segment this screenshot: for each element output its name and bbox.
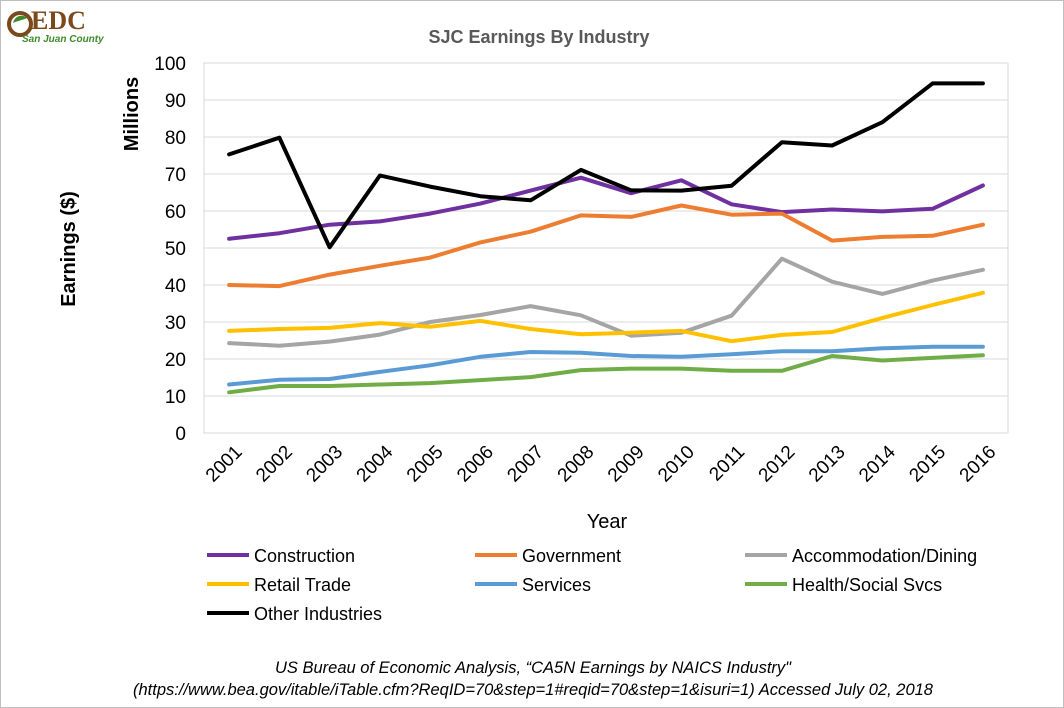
x-axis-ticks: 2001 2002 2003 2004 2005 2006 2007 2008 2009 2010… — [202, 441, 1000, 486]
x-tick-label: 2016 — [956, 442, 1001, 487]
source-line-2: (https://www.bea.gov/itable/iTable.cfm?R… — [133, 681, 933, 699]
x-tick-label: 2015 — [905, 442, 950, 487]
series-line-construction — [227, 175, 985, 241]
series-lines — [227, 81, 985, 395]
y-tick-label: 60 — [165, 202, 186, 223]
legend-label: Government — [522, 546, 621, 566]
leaf-logo-icon — [7, 11, 33, 37]
legend-label: Health/Social Svcs — [792, 575, 942, 595]
logo-text: EDC — [31, 6, 86, 35]
x-axis-title: Year — [587, 511, 628, 533]
series-line-services — [227, 344, 985, 387]
y-unit-label: Millions — [121, 77, 143, 151]
y-tick-label: 20 — [165, 350, 186, 371]
series-line-government — [227, 203, 985, 289]
legend-item: Retail Trade — [207, 575, 351, 595]
y-tick-label: 100 — [154, 54, 186, 75]
x-tick-label: 2005 — [403, 442, 448, 487]
x-tick-label: 2001 — [202, 442, 247, 487]
x-tick-label: 2011 — [705, 442, 749, 486]
series-line-other-industries — [227, 81, 985, 250]
x-tick-label: 2009 — [604, 442, 649, 487]
x-tick-label: 2002 — [252, 442, 297, 487]
gridlines — [203, 62, 1009, 434]
y-tick-label: 80 — [165, 128, 186, 149]
y-axis-title: Earnings ($) — [58, 191, 80, 307]
edc-logo: EDC San Juan County — [7, 6, 104, 47]
series-line-retail-trade — [227, 290, 985, 344]
legend-item: Construction — [207, 546, 355, 566]
series-line-accommodation-dining — [227, 256, 985, 348]
legend-label: Construction — [254, 546, 355, 566]
x-tick-label: 2007 — [503, 442, 548, 487]
plot-area-border — [203, 62, 1009, 434]
legend-item: Other Industries — [207, 604, 382, 624]
legend-label: Other Industries — [254, 604, 382, 624]
logo-subtitle: San Juan County — [22, 34, 104, 45]
x-tick-label: 2014 — [855, 441, 900, 486]
x-tick-label: 2003 — [302, 442, 347, 487]
legend-item: Health/Social Svcs — [745, 575, 942, 595]
legend-label: Accommodation/Dining — [792, 546, 977, 566]
x-tick-label: 2013 — [805, 442, 850, 487]
x-tick-label: 2010 — [654, 442, 699, 487]
legend-label: Services — [522, 575, 591, 595]
x-tick-label: 2006 — [453, 442, 498, 487]
x-tick-label: 2004 — [353, 441, 398, 486]
series-line-health-social-svcs — [227, 353, 985, 395]
source-citation: US Bureau of Economic Analysis, “CA5N Ea… — [1, 657, 1064, 701]
y-tick-label: 70 — [165, 165, 186, 186]
y-tick-label: 0 — [175, 424, 186, 445]
x-tick-label: 2008 — [554, 442, 599, 487]
legend: Construction Government Accommodation/Dini… — [207, 546, 977, 624]
legend-item: Accommodation/Dining — [745, 546, 977, 566]
y-tick-label: 90 — [165, 91, 186, 112]
legend-label: Retail Trade — [254, 575, 351, 595]
y-axis-ticks: 0 10 20 30 40 50 60 70 80 90 100 — [154, 54, 186, 445]
chart-title: SJC Earnings By Industry — [428, 27, 650, 47]
legend-item: Services — [475, 575, 591, 595]
legend-item: Government — [475, 546, 621, 566]
source-line-1: US Bureau of Economic Analysis, “CA5N Ea… — [274, 659, 792, 677]
y-tick-label: 40 — [165, 276, 186, 297]
x-tick-label: 2012 — [755, 442, 800, 487]
y-tick-label: 10 — [165, 387, 186, 408]
y-tick-label: 30 — [165, 313, 186, 334]
y-tick-label: 50 — [165, 239, 186, 260]
